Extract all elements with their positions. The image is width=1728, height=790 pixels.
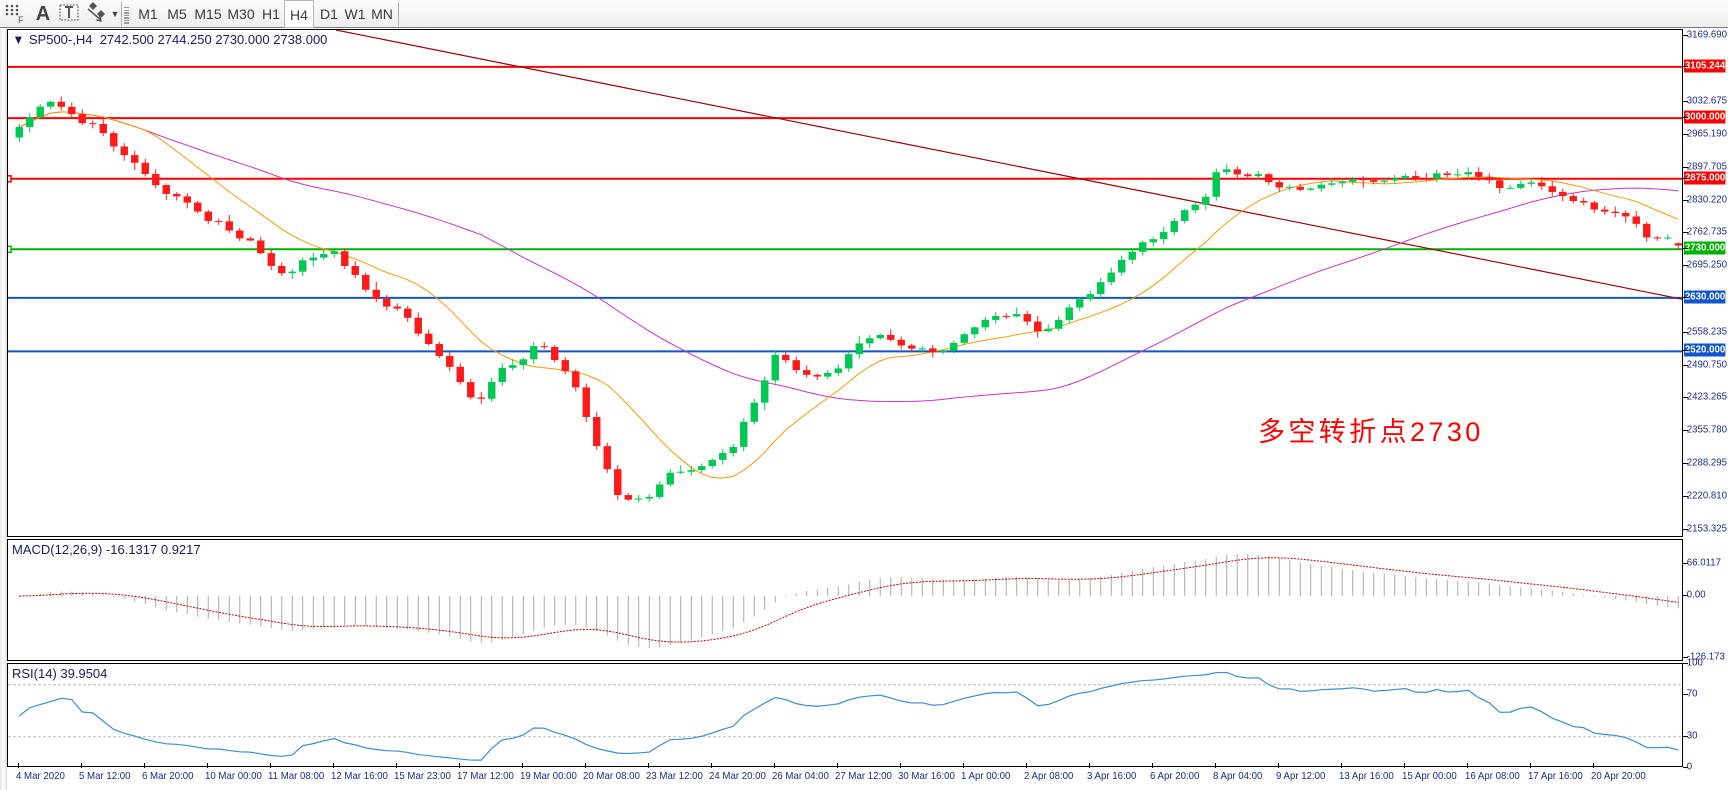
svg-text:F: F — [18, 15, 24, 25]
